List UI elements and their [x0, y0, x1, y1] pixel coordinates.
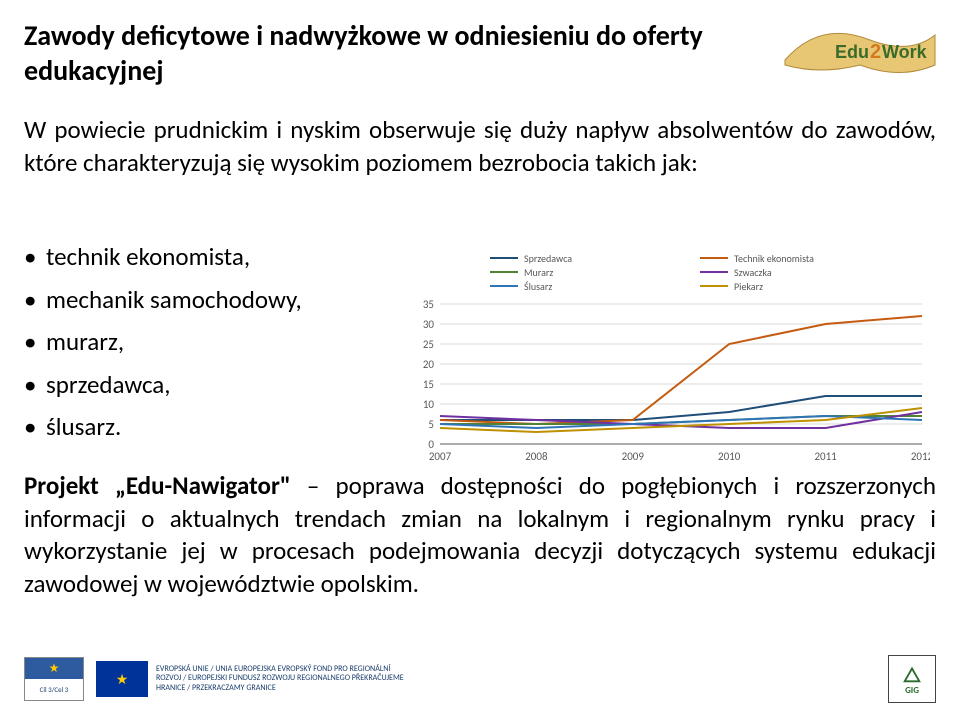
- page-title: Zawody deficytowe i nadwyżkowe w odniesi…: [24, 18, 704, 88]
- svg-text:35: 35: [423, 298, 434, 311]
- eu-text: EVROPSKÁ UNIE / UNIA EUROPEJSKA EVROPSKÝ…: [156, 665, 416, 694]
- edu2work-logo: Edu 2 Work: [780, 10, 940, 90]
- svg-text:10: 10: [423, 398, 435, 411]
- svg-text:2009: 2009: [622, 450, 645, 463]
- project-paragraph: Projekt „Edu-Nawigator" – poprawa dostęp…: [24, 470, 936, 600]
- program-badge: ★ Cíl 3/Cel 3: [24, 657, 84, 701]
- svg-text:25: 25: [423, 338, 434, 351]
- svg-text:2010: 2010: [718, 450, 741, 463]
- gig-label: GIG: [905, 685, 919, 696]
- svg-text:Work: Work: [882, 42, 928, 62]
- bullet-item: sprzedawca,: [24, 364, 302, 407]
- bullet-item: murarz,: [24, 321, 302, 364]
- svg-text:2012: 2012: [911, 450, 930, 463]
- line-chart: 05101520253035200720082009201020112012Sp…: [410, 248, 930, 468]
- footer: ★ Cíl 3/Cel 3 ★ EVROPSKÁ UNIE / UNIA EUR…: [24, 647, 936, 711]
- svg-text:2: 2: [870, 41, 881, 63]
- svg-text:Edu: Edu: [835, 42, 869, 62]
- eu-block: ★ EVROPSKÁ UNIE / UNIA EUROPEJSKA EVROPS…: [96, 661, 416, 697]
- svg-text:20: 20: [423, 358, 435, 371]
- project-name: Projekt „Edu-Nawigator": [24, 470, 291, 501]
- svg-text:Murarz: Murarz: [524, 266, 553, 279]
- program-badge-top: ★: [25, 658, 83, 679]
- svg-text:15: 15: [423, 378, 434, 391]
- svg-text:Ślusarz: Ślusarz: [524, 280, 552, 293]
- intro-text: W powiecie prudnickim i nyskim obserwuje…: [24, 114, 936, 179]
- svg-text:2011: 2011: [814, 450, 837, 463]
- bullet-list: technik ekonomista, mechanik samochodowy…: [24, 236, 302, 449]
- svg-text:2008: 2008: [525, 450, 548, 463]
- program-badge-label: Cíl 3/Cel 3: [25, 679, 83, 700]
- svg-text:Sprzedawca: Sprzedawca: [524, 252, 572, 265]
- bullet-item: technik ekonomista,: [24, 236, 302, 279]
- svg-text:2007: 2007: [429, 450, 452, 463]
- eu-flag-icon: ★: [96, 661, 148, 697]
- bullet-item: mechanik samochodowy,: [24, 279, 302, 322]
- gig-logo: GIG: [888, 655, 936, 703]
- svg-text:Piekarz: Piekarz: [734, 280, 763, 293]
- bullet-item: ślusarz.: [24, 406, 302, 449]
- svg-text:30: 30: [423, 318, 435, 331]
- footer-left: ★ Cíl 3/Cel 3 ★ EVROPSKÁ UNIE / UNIA EUR…: [24, 657, 416, 701]
- svg-text:5: 5: [428, 418, 434, 431]
- svg-text:Szwaczka: Szwaczka: [734, 266, 772, 279]
- svg-text:Technik ekonomista: Technik ekonomista: [734, 252, 814, 265]
